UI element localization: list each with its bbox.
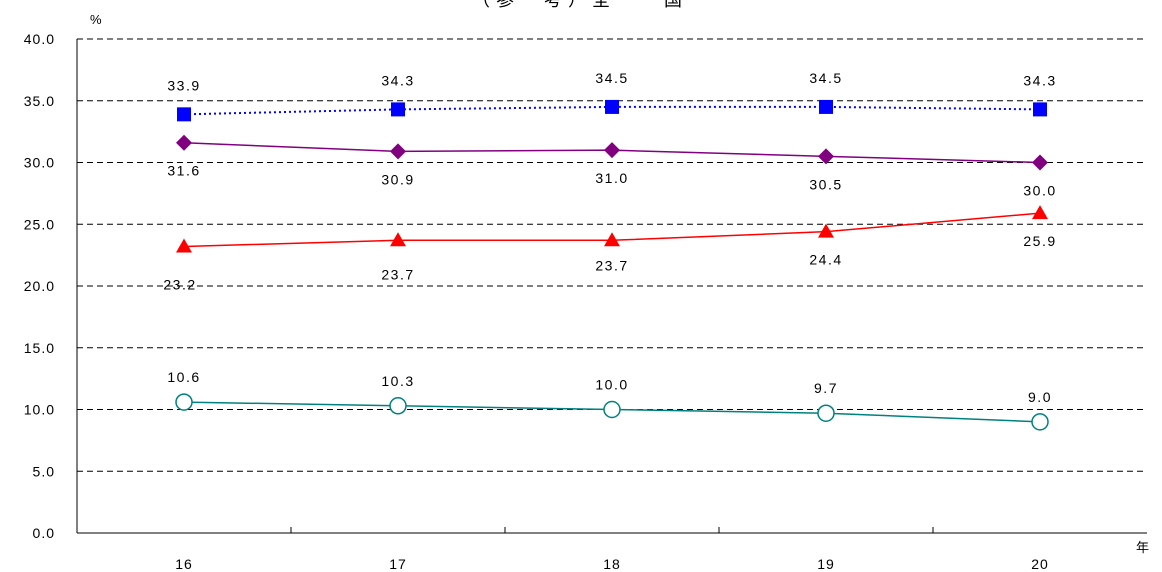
data-label: 31.0 <box>595 170 628 186</box>
data-point <box>389 397 407 415</box>
data-point <box>175 393 193 411</box>
data-point <box>1033 102 1047 117</box>
y-tick-label: 35.0 <box>24 93 55 109</box>
y-tick-label: 20.0 <box>24 278 55 294</box>
data-label: 25.9 <box>1023 233 1056 249</box>
data-label: 34.5 <box>809 70 842 86</box>
data-point <box>1031 413 1049 431</box>
data-label: 30.9 <box>381 171 414 187</box>
data-point <box>604 142 620 159</box>
data-point <box>819 99 833 114</box>
data-point <box>603 400 621 419</box>
x-tick-label: 18 <box>603 556 621 572</box>
axes: 0.0 5.0 10.0 15.0 20.0 25.0 30.0 35.0 40.0 16 17 18… <box>24 31 1147 572</box>
data-label: 33.9 <box>167 77 200 93</box>
data-point <box>1032 205 1048 220</box>
data-label: 10.0 <box>595 377 628 393</box>
series-triangle <box>176 205 1048 253</box>
x-tick-label: 17 <box>389 556 407 572</box>
data-label: 34.3 <box>381 72 414 88</box>
data-label: 9.7 <box>814 380 838 396</box>
y-tick-label: 5.0 <box>33 463 55 479</box>
data-label: 9.0 <box>1028 389 1052 405</box>
series-circle-open <box>175 393 1049 431</box>
data-point <box>818 148 834 165</box>
data-point <box>604 232 620 247</box>
data-label: 23.2 <box>163 276 196 292</box>
x-unit-label: 年 <box>1136 540 1149 555</box>
data-point <box>176 238 192 253</box>
chart-title: （参 考）全 国 <box>472 0 688 10</box>
data-point <box>605 99 619 114</box>
y-tick-label: 15.0 <box>24 340 55 356</box>
data-point <box>1032 154 1048 171</box>
series-diamond <box>176 134 1048 171</box>
data-label: 34.3 <box>1023 72 1056 88</box>
data-label: 24.4 <box>809 252 842 268</box>
data-label: 23.7 <box>595 257 628 273</box>
data-point <box>817 404 835 422</box>
data-label: 23.7 <box>381 266 414 282</box>
data-label: 10.6 <box>167 369 200 385</box>
y-tick-label: 30.0 <box>24 155 55 171</box>
data-label: 31.6 <box>167 163 200 179</box>
data-point <box>818 223 834 238</box>
data-label: 34.5 <box>595 70 628 86</box>
y-tick-label: 25.0 <box>24 216 55 232</box>
x-tick-label: 20 <box>1031 556 1049 572</box>
data-label: 30.0 <box>1023 183 1056 199</box>
data-labels: 33.9 34.3 34.5 34.5 34.3 31.6 30.9 31.0 30.5 30.0… <box>163 70 1056 405</box>
data-label: 30.5 <box>809 176 842 192</box>
data-point <box>176 134 192 151</box>
series-group <box>175 99 1049 431</box>
data-label: 10.3 <box>381 373 414 389</box>
y-tick-label: 10.0 <box>24 402 55 418</box>
y-tick-label: 0.0 <box>33 525 55 541</box>
y-tick-label: 40.0 <box>24 31 55 47</box>
x-tick-label: 16 <box>175 556 193 572</box>
data-point <box>177 107 191 122</box>
y-unit-label: % <box>90 12 102 27</box>
data-point <box>390 232 406 247</box>
x-tick-label: 19 <box>817 556 835 572</box>
data-point <box>391 102 405 117</box>
data-point <box>390 143 406 160</box>
series-square <box>177 99 1047 122</box>
